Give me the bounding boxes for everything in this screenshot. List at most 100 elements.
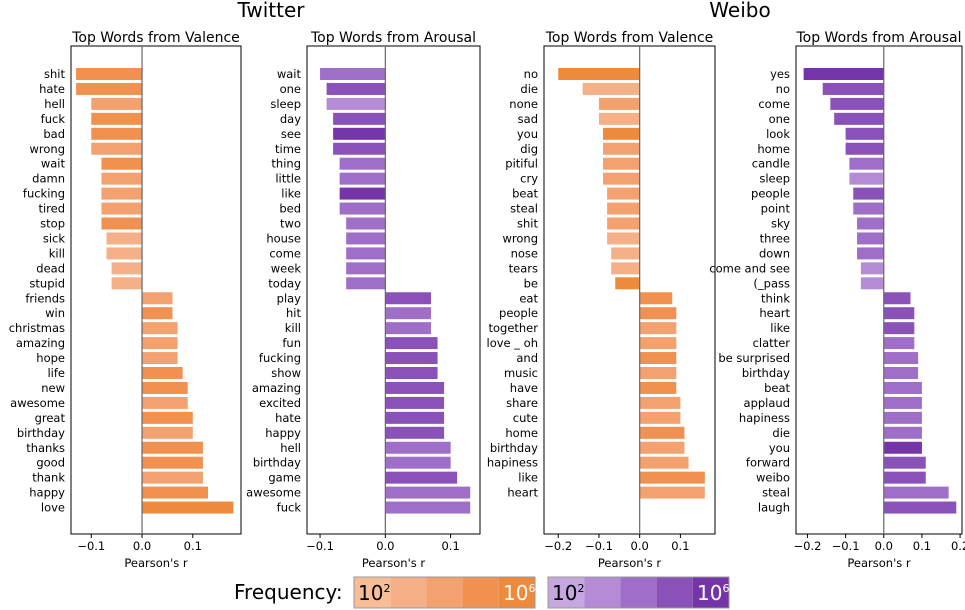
bar-thanks	[142, 441, 203, 454]
bar-point	[853, 202, 884, 215]
bar-one	[326, 82, 386, 95]
bar-amazing	[385, 381, 445, 394]
x-axis-label: Pearson's r	[362, 556, 425, 570]
category-label: clatter	[753, 336, 791, 350]
bar-new	[142, 381, 188, 394]
bar-happy	[385, 426, 445, 439]
bar-fucking	[385, 352, 438, 365]
bar-heart	[883, 307, 915, 320]
bar-kill	[385, 322, 432, 335]
category-label: good	[36, 456, 65, 470]
panel-title: Top Words from Arousal	[795, 30, 961, 46]
category-label: sick	[43, 231, 66, 245]
colorbar-swatch	[426, 577, 463, 608]
bar-friends	[142, 292, 173, 305]
bar-win	[142, 307, 173, 320]
bar-thing	[339, 157, 386, 170]
bar-sad	[598, 112, 640, 125]
category-label: three	[760, 231, 790, 245]
bar-be-surprised	[883, 352, 919, 365]
category-label: like	[281, 187, 301, 201]
bar-little	[339, 172, 386, 185]
bar-see	[333, 127, 386, 140]
category-label: happy	[29, 486, 65, 500]
bar-awesome	[142, 396, 188, 409]
x-tick-label: 0.0	[631, 539, 649, 553]
bar-fucking	[101, 187, 143, 200]
panel-title: Top Words from Arousal	[310, 30, 476, 46]
category-label: (_pass	[753, 276, 790, 290]
bar-heart	[639, 486, 705, 499]
bar-love	[142, 501, 234, 514]
category-label: one	[280, 82, 301, 96]
bar-today	[346, 277, 386, 290]
purple-high-label: 106	[697, 581, 729, 605]
bar--pass	[860, 277, 884, 290]
category-label: home	[757, 142, 790, 156]
category-label: amazing	[16, 336, 65, 350]
bar-together	[639, 322, 677, 335]
category-label: hit	[286, 306, 301, 320]
bar-hope	[142, 352, 178, 365]
category-label: music	[504, 366, 538, 380]
bar-none	[598, 97, 640, 110]
category-label: hell	[280, 441, 301, 455]
colorbar-swatch	[354, 577, 391, 608]
bar-hate	[385, 411, 445, 424]
colorbar-border	[547, 576, 730, 609]
bar-shit	[76, 68, 143, 80]
category-label: wait	[41, 157, 66, 171]
x-tick-label: 0.1	[671, 539, 689, 553]
category-label: thank	[32, 471, 65, 485]
bar-house	[346, 232, 386, 245]
bar-damn	[101, 172, 143, 185]
bar-sleep	[849, 172, 884, 185]
bar-amazing	[142, 337, 178, 350]
bar-thank	[142, 471, 203, 484]
category-label: win	[45, 306, 65, 320]
category-label: amazing	[252, 381, 301, 395]
bar-home	[639, 426, 685, 439]
orange-frequency-colorbar	[353, 576, 536, 609]
bar-happy	[142, 486, 209, 499]
bar-sleep	[326, 97, 386, 110]
colorbar-swatch	[584, 577, 621, 608]
category-label: birthday	[17, 426, 65, 440]
orange-high-label: 106	[503, 581, 535, 605]
category-label: nose	[511, 246, 538, 260]
category-label: play	[277, 291, 302, 305]
category-label: time	[275, 142, 301, 156]
bar-week	[346, 262, 386, 275]
bar-tears	[611, 262, 640, 275]
bar-forward	[883, 456, 926, 469]
category-label: bad	[43, 127, 65, 141]
x-tick-label: 0.1	[184, 539, 202, 553]
category-label: damn	[32, 172, 65, 186]
category-label: game	[268, 471, 301, 485]
bar-laugh	[883, 501, 957, 514]
bar-look	[845, 127, 884, 140]
category-label: great	[35, 411, 66, 425]
category-label: little	[275, 172, 301, 186]
bar-eat	[639, 292, 673, 305]
bar-wait	[101, 157, 143, 170]
category-label: hell	[44, 97, 65, 111]
bar-tired	[101, 202, 143, 215]
category-label: be	[524, 276, 538, 290]
category-label: people	[751, 187, 790, 201]
bar-no	[558, 68, 640, 80]
x-tick-label: 0.0	[875, 539, 893, 553]
category-label: hapiness	[487, 456, 538, 470]
category-label: fun	[282, 336, 301, 350]
category-label: pitiful	[505, 157, 538, 171]
bar-excited	[385, 396, 445, 409]
category-label: one	[769, 112, 790, 126]
category-label: no	[776, 82, 790, 96]
category-label: wrong	[502, 231, 538, 245]
category-label: wrong	[29, 142, 65, 156]
bar-christmas	[142, 322, 178, 335]
category-label: kill	[49, 246, 65, 260]
bar-wrong	[607, 232, 640, 245]
bar-you	[883, 441, 922, 454]
x-tick-label: 0.0	[376, 539, 394, 553]
